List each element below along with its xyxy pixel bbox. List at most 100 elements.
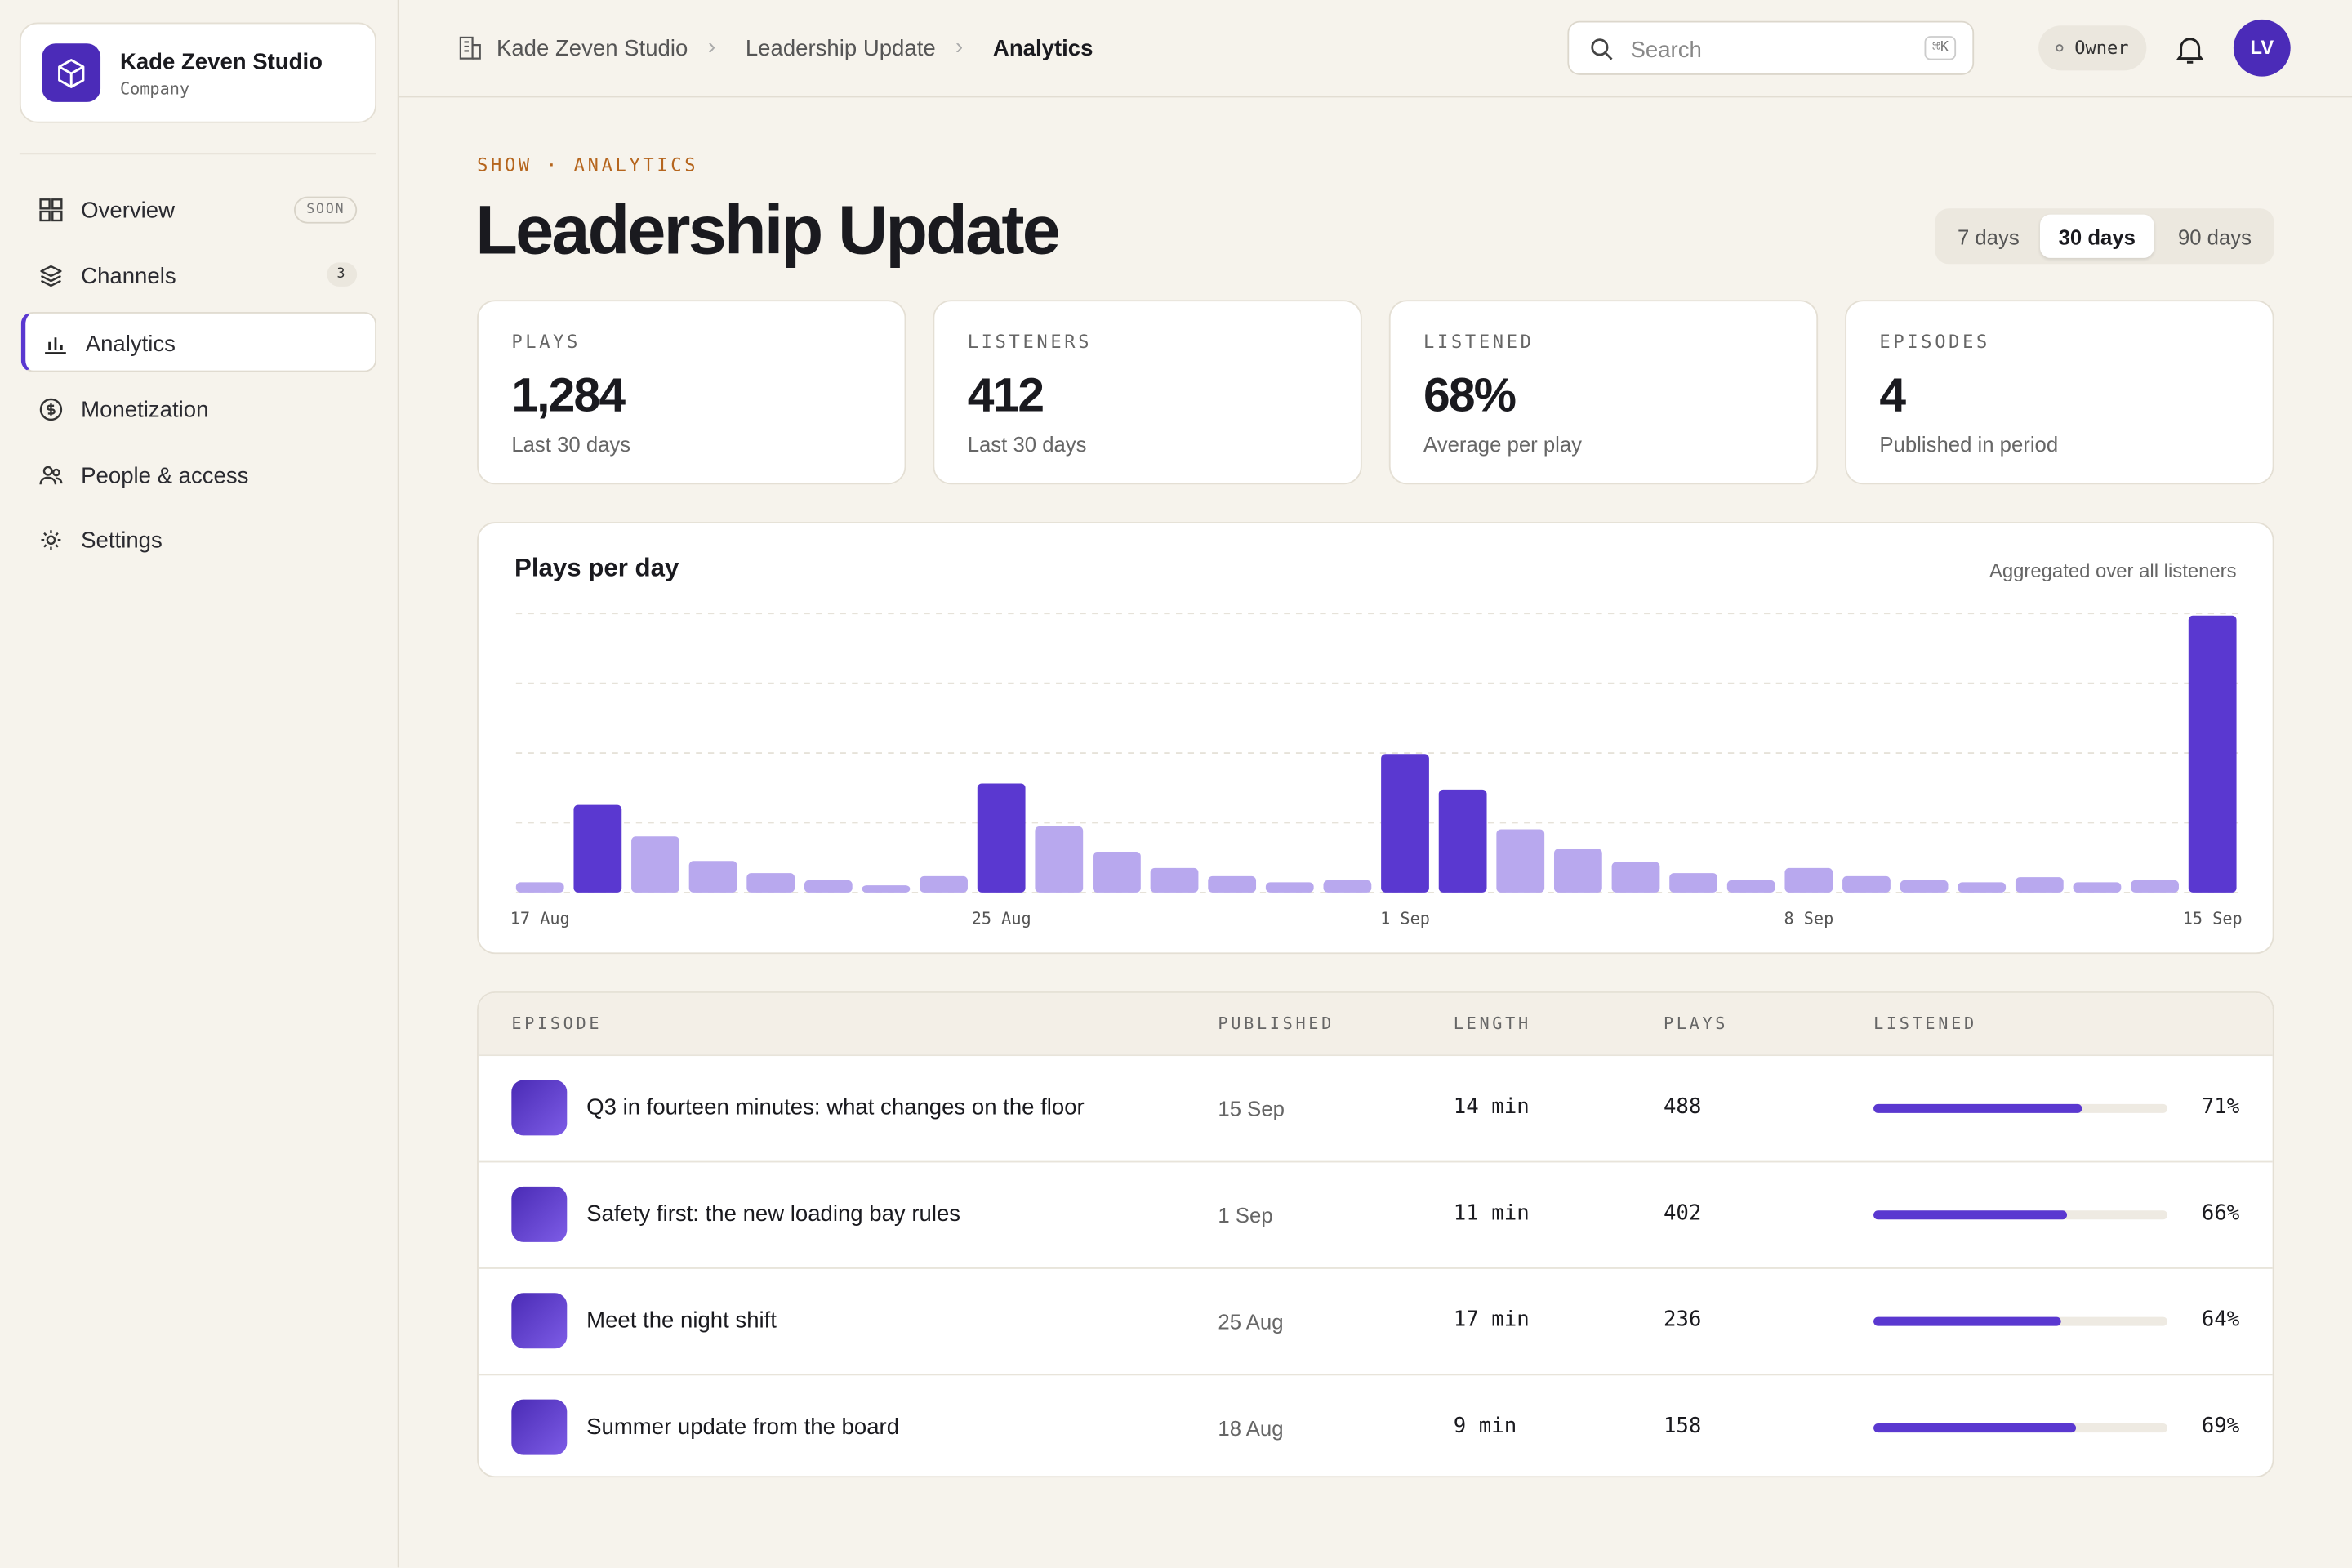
range-option[interactable]: 90 days [2177,225,2252,249]
bar [1611,862,1660,893]
published-date: 1 Sep [1218,1203,1273,1227]
divider [19,153,377,155]
plays-count: 402 [1663,1201,1702,1226]
bar [804,880,853,893]
nav-label: People & access [81,463,249,489]
progress-track [1873,1316,2168,1326]
bar [1784,867,1833,893]
bar [1323,880,1372,893]
breadcrumb-separator: › [956,34,964,60]
notifications-button[interactable] [2176,34,2204,65]
stat-note: Last 30 days [511,431,631,457]
stat-value: 412 [967,368,1045,422]
x-tick-label: 25 Aug [972,908,1031,928]
breadcrumb[interactable]: Kade Zeven Studio [496,36,688,62]
range-option-active[interactable]: 30 days [2039,214,2154,258]
stat-note: Last 30 days [967,431,1087,457]
stat-card: PLAYS 1,284 Last 30 days [477,300,906,485]
bar [515,882,564,893]
stat-card: LISTENERS 412 Last 30 days [933,300,1362,485]
nav-item[interactable]: People & access [21,446,376,506]
nav-item[interactable]: Channels 3 [21,246,376,305]
listened-percent: 64% [2201,1307,2240,1333]
bar [1438,789,1487,893]
nav-item[interactable]: Settings [21,510,376,569]
progress-bar [1873,1210,2068,1220]
range-toggle: 7 days 30 days 90 days [1935,208,2274,265]
page-title: Leadership Update [475,190,1060,269]
bar [1669,873,1717,893]
range-option[interactable]: 7 days [1957,225,2020,249]
nav-badge: SOON [294,196,358,224]
episode-length: 11 min [1453,1201,1530,1226]
nav-label: Analytics [85,331,176,358]
episode-length: 9 min [1453,1414,1517,1439]
table-row[interactable]: Summer update from the board 18 Aug 9 min 1… [478,1374,2273,1476]
bar [2188,615,2237,893]
bar [1553,849,1602,893]
bar-chart: 17 Aug 25 Aug 1 Sep 8 Sep 15 Sep [510,612,2243,928]
published-date: 15 Sep [1218,1096,1285,1121]
bar [1265,882,1314,893]
listened-percent: 71% [2201,1094,2240,1120]
bar [1208,875,1257,893]
bar [1900,880,1949,893]
episode-thumbnail [511,1186,568,1242]
avatar[interactable]: LV [2233,19,2291,77]
progress-track [1873,1103,2168,1113]
chart-title: Plays per day [514,553,679,582]
column-header: PLAYS [1663,1013,1729,1034]
nav-label: Channels [81,264,176,290]
episode-thumbnail [511,1399,568,1455]
stat-value: 4 [1879,368,1906,422]
bar [2073,882,2122,893]
table-row[interactable]: Safety first: the new loading bay rules 1… [478,1160,2273,1269]
breadcrumb[interactable]: Leadership Update [745,36,936,62]
workspace-type: Company [119,79,190,100]
episode-thumbnail [511,1293,568,1349]
bar [1035,826,1084,893]
table-row[interactable]: Q3 in fourteen minutes: what changes on … [478,1054,2273,1162]
table-row[interactable]: Meet the night shift 25 Aug 17 min 236 64% [478,1267,2273,1375]
episodes-table: EPISODE PUBLISHED LENGTH PLAYS LISTENED … [477,991,2274,1478]
episode-title: Summer update from the board [586,1414,900,1441]
episode-title: Safety first: the new loading bay rules [586,1201,961,1227]
nav-item[interactable]: Overview SOON [21,180,376,239]
nav-item-active[interactable]: Analytics [20,312,377,372]
topbar: Kade Zeven Studio › Leadership Update › … [399,0,2352,98]
bar [1958,882,2007,893]
nav-label: Settings [81,528,163,554]
nav-label: Monetization [81,397,209,423]
chart-subtitle: Aggregated over all listeners [1989,559,2237,582]
workspace-name: Kade Zeven Studio [119,49,323,75]
progress-bar [1873,1423,2077,1433]
episode-thumbnail [511,1080,568,1136]
episode-title: Meet the night shift [586,1307,777,1334]
column-header: EPISODE [511,1013,603,1034]
breadcrumb-current: Analytics [992,36,1094,62]
plays-count: 236 [1663,1307,1702,1333]
column-header: LENGTH [1453,1013,1531,1034]
stat-value: 1,284 [511,368,626,422]
bar [1093,851,1141,893]
episode-length: 17 min [1453,1307,1530,1333]
table-header: EPISODE PUBLISHED LENGTH PLAYS LISTENED [478,992,2273,1055]
progress-track [1873,1210,2168,1220]
bar [1381,754,1429,893]
episode-title: Q3 in fourteen minutes: what changes on … [586,1094,1085,1121]
bar [1496,829,1545,893]
stat-label: LISTENERS [967,331,1093,353]
workspace-logo [42,43,101,102]
search-shortcut: ⌘K [1924,36,1957,60]
plays-count: 158 [1663,1414,1702,1439]
nav-item[interactable]: Monetization [21,380,376,439]
bar [862,885,911,893]
bar [1842,875,1891,893]
search-box[interactable]: Search ⌘K [1567,20,1975,75]
workspace-switcher[interactable]: Kade Zeven Studio Company [19,22,377,123]
chart-card: Plays per day Aggregated over all listen… [477,522,2274,955]
stat-note: Average per play [1423,431,1583,457]
role-label: Owner [2074,37,2129,59]
